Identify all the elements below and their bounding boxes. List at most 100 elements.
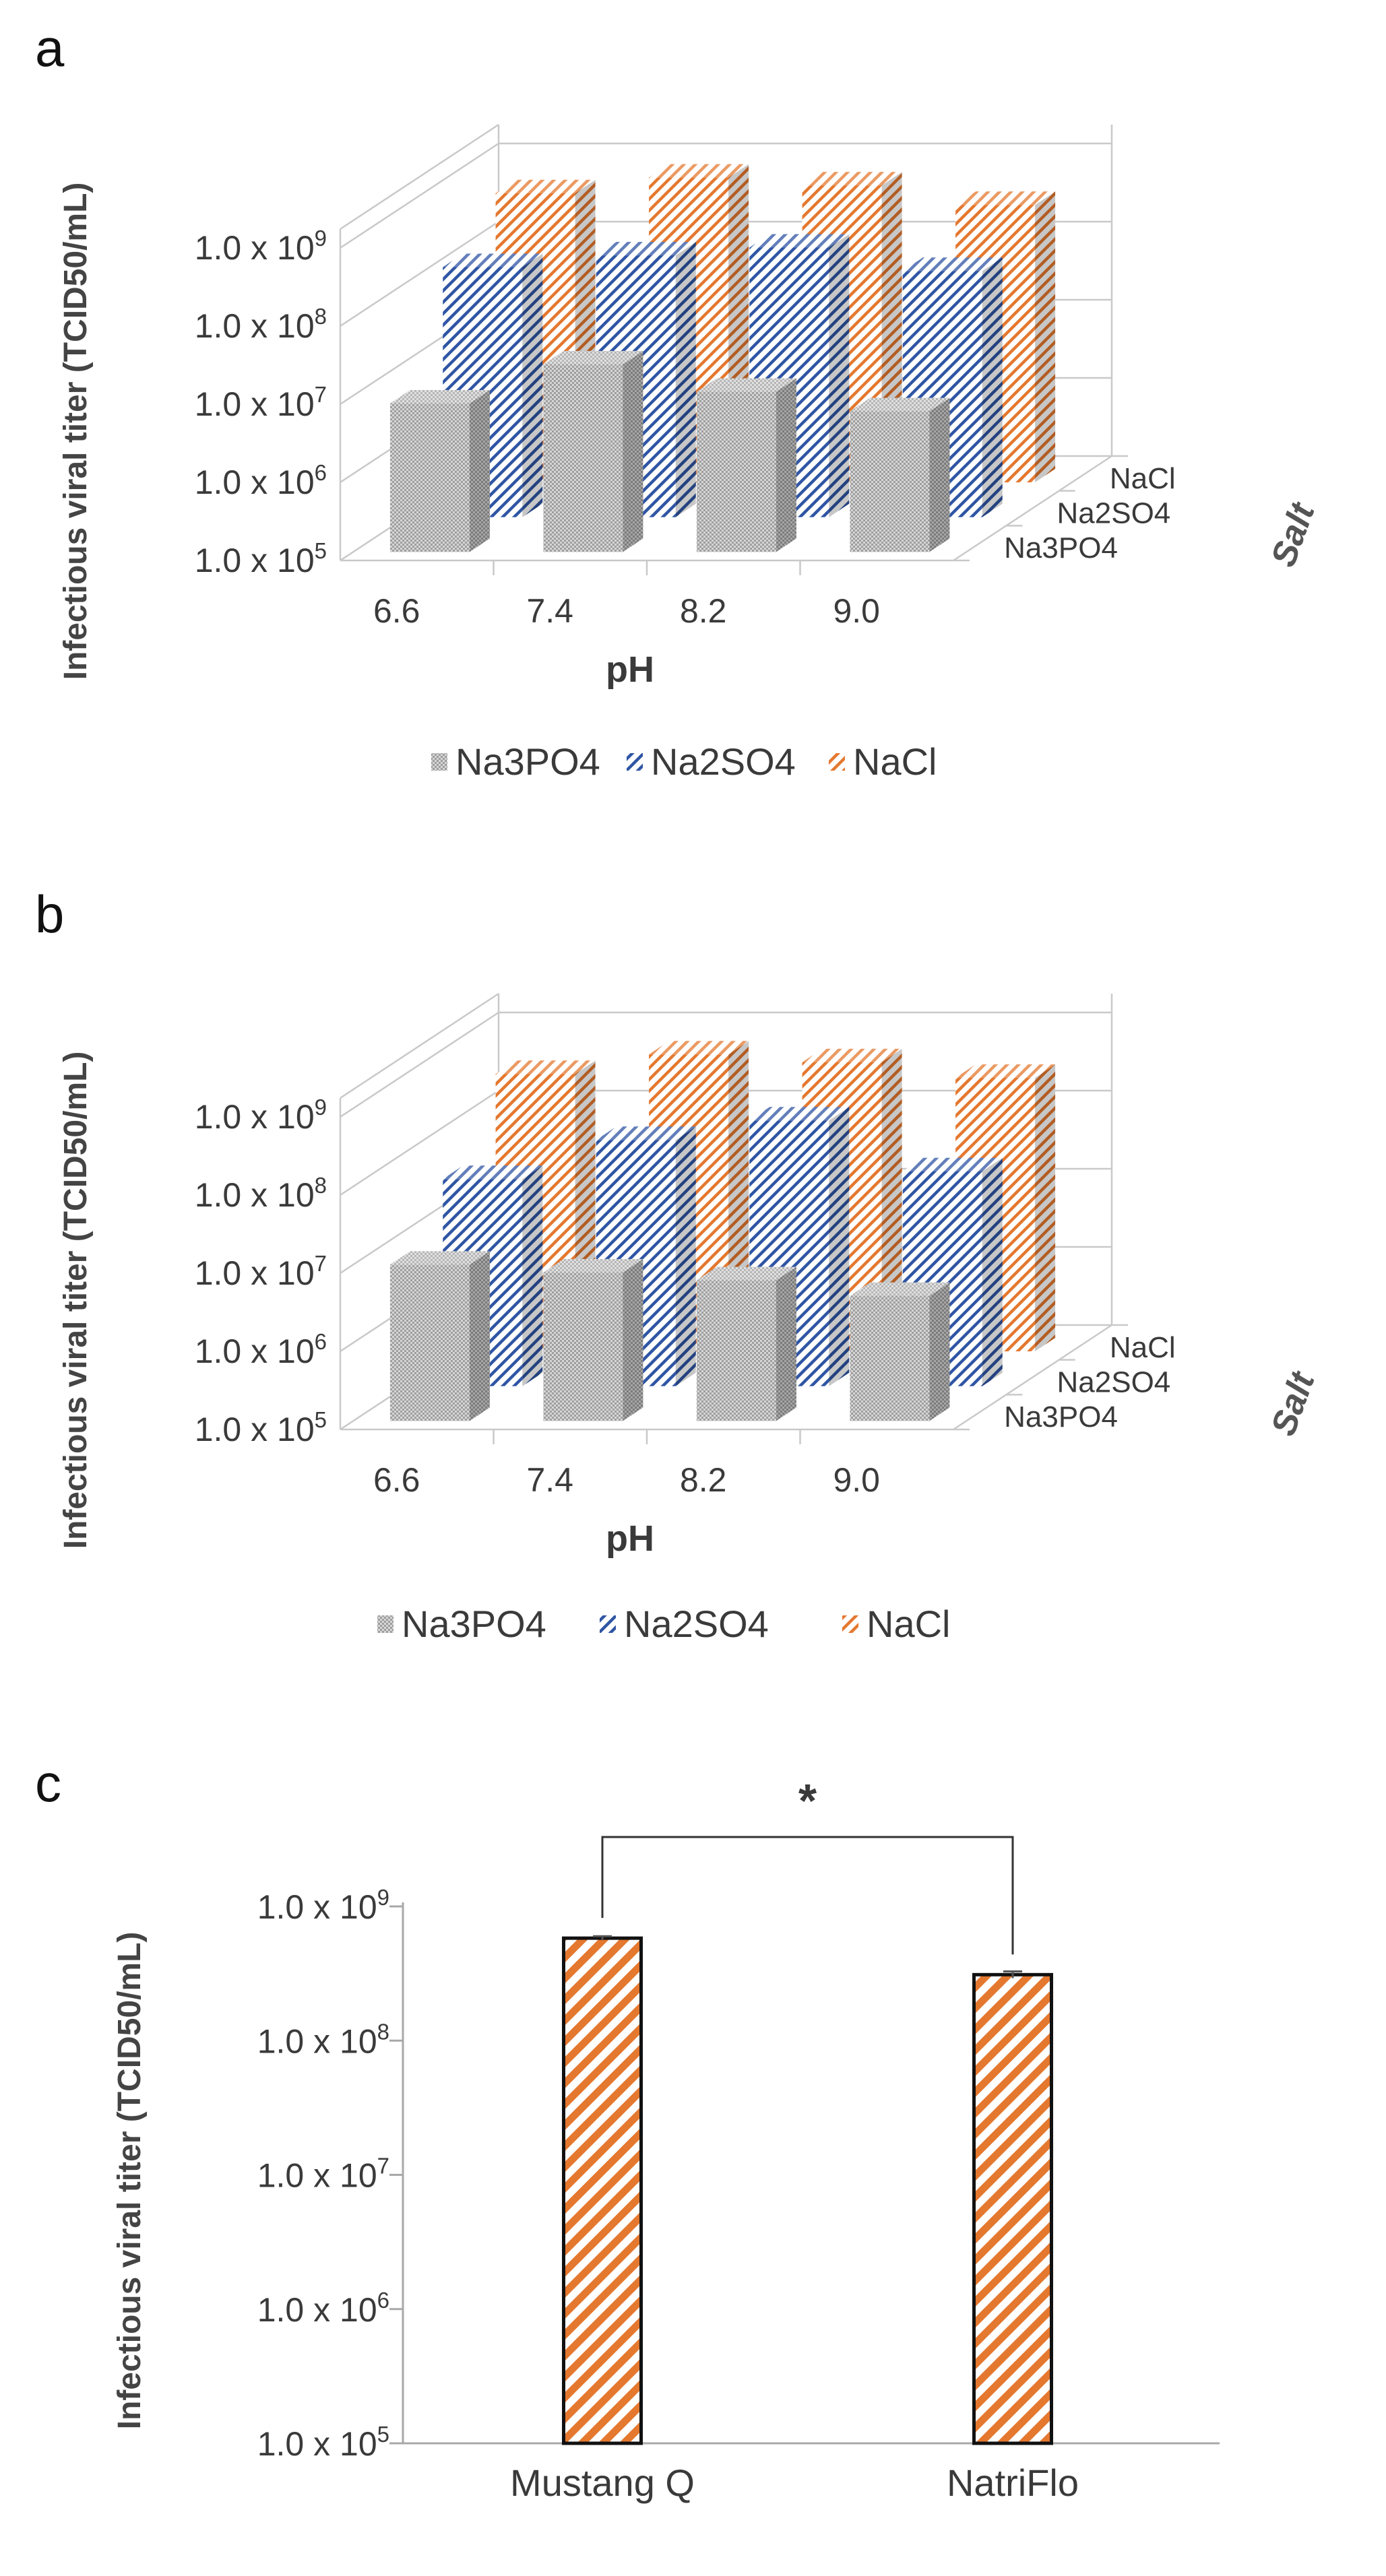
legend-label-na3po4: Na3PO4 <box>455 740 600 783</box>
y-tick-label: 1.0 x 109 <box>195 1095 327 1136</box>
legend: Na3PO4 Na2SO4 NaCl <box>377 1603 950 1645</box>
bar-side-face <box>1035 191 1056 483</box>
bar-na3po4-6_6 <box>389 389 490 552</box>
floor-right-edge <box>953 1324 1112 1431</box>
legend-item-na3po4: Na3PO4 <box>431 740 600 783</box>
y-tick-label-base: 1.0 x 10 <box>195 307 315 345</box>
bar-top-shade <box>850 1282 950 1296</box>
y-axis-title: Infectious viral titer (TCID50/mL) <box>112 1932 148 2430</box>
side-gridline <box>340 142 499 249</box>
bar-side-face <box>1035 1064 1056 1352</box>
bar-front-face <box>389 403 470 552</box>
bar-na3po4-6_6 <box>389 1251 490 1421</box>
bar-top-face <box>696 378 796 392</box>
bar-top-shade <box>696 1266 796 1281</box>
bar-mustang-q <box>562 1935 643 2445</box>
y-tick-label-base: 1.0 x 10 <box>257 2022 377 2060</box>
top-wall-edge <box>340 123 499 230</box>
bar-top-shade <box>389 389 490 404</box>
bar-front-face <box>543 364 623 552</box>
depth-label: Na3PO4 <box>1004 1400 1118 1434</box>
legend-swatch-nacl <box>842 1615 858 1633</box>
bar-side-face <box>675 242 696 517</box>
x-tick-labels: 6.6 7.4 8.2 9.0 <box>373 592 880 630</box>
y-tick-label-exp: 5 <box>377 2422 389 2447</box>
y-tick-label-base: 1.0 x 10 <box>195 385 315 423</box>
bar-side-face <box>469 389 490 552</box>
y-tick-label: 1.0 x 106 <box>195 1329 327 1370</box>
bar-top-shade <box>902 1157 1003 1171</box>
panel-a-letter: a <box>35 18 65 77</box>
bar-na2so4-9_0 <box>902 1157 1003 1386</box>
y-tick-label-exp: 7 <box>315 1251 327 1276</box>
x-tick-label: 6.6 <box>373 592 420 630</box>
bar-na3po4-8_2 <box>696 378 796 552</box>
bar-side-face <box>623 350 643 552</box>
bar-side-shade <box>982 257 1003 517</box>
y-tick-label-exp: 6 <box>315 1329 327 1354</box>
y-tick-label: 1.0 x 108 <box>195 1173 327 1214</box>
bars <box>389 1041 1056 1421</box>
y-tick-label-exp: 9 <box>315 1095 327 1120</box>
bar-top-face <box>649 164 749 178</box>
bar-side-face <box>829 234 850 517</box>
bar-top-face <box>749 234 850 248</box>
legend-label-na2so4: Na2SO4 <box>651 740 796 783</box>
bar-side-face <box>829 1107 850 1386</box>
bar-top-shade <box>802 1048 902 1062</box>
bar-top-face <box>596 1126 696 1140</box>
bar-side-shade <box>469 389 490 552</box>
significance-marker: * <box>798 1774 817 1827</box>
bar-side-face <box>982 257 1003 517</box>
y-tick-label-base: 1.0 x 10 <box>195 1332 315 1370</box>
y-tick-label-exp: 5 <box>315 1407 327 1432</box>
x-tick-label: NatriFlo <box>947 2461 1079 2504</box>
bar-na3po4-7_4 <box>543 1258 643 1421</box>
y-tick-label-base: 1.0 x 10 <box>195 1176 315 1214</box>
y-tick-label: 1.0 x 109 <box>195 226 327 267</box>
bar-side-shade <box>929 1282 950 1421</box>
bar-top-face <box>749 1107 850 1121</box>
y-tick-label-exp: 9 <box>377 1885 389 1910</box>
depth-label: Na3PO4 <box>1004 532 1118 565</box>
legend-label-na3po4: Na3PO4 <box>402 1603 546 1645</box>
bar-top-shade <box>749 1107 850 1121</box>
panel-c-letter: c <box>35 1753 61 1813</box>
y-tick-label-base: 1.0 x 10 <box>195 463 315 501</box>
legend-swatch-na2so4 <box>600 1615 616 1633</box>
y-tick-label-exp: 6 <box>315 460 327 485</box>
y-axis-title: Infectious viral titer (TCID50/mL) <box>58 1052 94 1549</box>
bar-na2so4-8_2 <box>749 1107 850 1386</box>
y-tick-label-base: 1.0 x 10 <box>195 1098 315 1136</box>
bar-top-shade <box>596 1126 696 1140</box>
bar-side-shade <box>829 234 850 517</box>
legend-swatch-na3po4 <box>377 1615 393 1633</box>
bar-side-shade <box>1035 1064 1056 1352</box>
y-tick-label-base: 1.0 x 10 <box>257 1888 377 1926</box>
bar-side-shade <box>522 1165 543 1386</box>
y-tick-label-exp: 8 <box>315 304 327 329</box>
depth-label: Na2SO4 <box>1057 1366 1171 1399</box>
bar-front-face <box>696 391 776 552</box>
bar-side-face <box>675 1126 696 1386</box>
y-tick-label: 1.0 x 105 <box>257 2422 389 2463</box>
bar-top-face <box>955 191 1056 205</box>
bar-top-shade <box>543 1258 643 1273</box>
bar-top-shade <box>902 257 1003 271</box>
bar-top-shade <box>955 191 1056 205</box>
legend-item-nacl: NaCl <box>829 740 937 783</box>
bar-top-face <box>902 1157 1003 1171</box>
x-tick-label: 8.2 <box>680 1461 727 1499</box>
bar-top-face <box>850 397 950 412</box>
y-tick-label-base: 1.0 x 10 <box>195 229 315 267</box>
bar-top-face <box>443 1165 543 1180</box>
y-axis-title: Infectious viral titer (TCID50/mL) <box>58 183 94 680</box>
y-tick-label-base: 1.0 x 10 <box>195 1254 315 1292</box>
y-tick-label: 1.0 x 107 <box>257 2154 389 2195</box>
y-tick-label-base: 1.0 x 10 <box>195 1411 315 1448</box>
bar-top-face <box>902 257 1003 271</box>
